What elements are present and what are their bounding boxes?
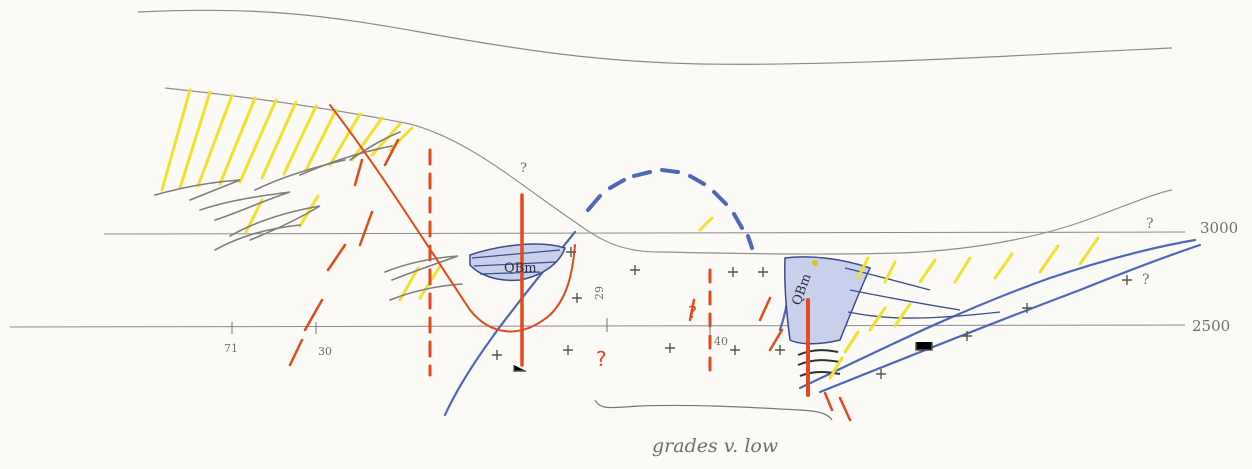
qbm-unit-right bbox=[784, 256, 1001, 377]
red-faults bbox=[288, 104, 852, 422]
top-surface-line bbox=[137, 9, 1173, 65]
query-mark-4: ? bbox=[1146, 216, 1154, 232]
query-mark-3: ? bbox=[688, 303, 697, 323]
yellow-hatch-right bbox=[698, 216, 1100, 380]
query-mark-5: ? bbox=[1142, 272, 1150, 288]
pencil-lenses-left bbox=[154, 131, 463, 301]
elevation-line-2500 bbox=[9, 324, 1186, 328]
station-ticks bbox=[231, 318, 711, 334]
elevation-label-2500: 2500 bbox=[1192, 317, 1230, 335]
query-mark-2: ? bbox=[596, 347, 607, 371]
station-label-29: 29 bbox=[593, 286, 606, 300]
station-label-40: 40 bbox=[714, 335, 728, 348]
elevation-line-3000 bbox=[103, 231, 1186, 235]
qbm-unit-left bbox=[469, 243, 566, 282]
station-label-71: 71 bbox=[224, 342, 238, 355]
footnote-text: grades v. low bbox=[652, 435, 778, 457]
topography-profile bbox=[164, 87, 1173, 255]
query-mark-1: ? bbox=[520, 161, 527, 176]
elevation-label-3000: 3000 bbox=[1200, 219, 1238, 237]
station-label-30: 30 bbox=[318, 345, 332, 358]
sample-dot bbox=[812, 260, 818, 266]
basement-cross-symbols bbox=[492, 247, 1132, 379]
unit-label-qbm-left: QBm bbox=[504, 261, 537, 276]
blue-dashed-fold bbox=[586, 168, 754, 250]
low-grade-bracket bbox=[594, 399, 833, 421]
